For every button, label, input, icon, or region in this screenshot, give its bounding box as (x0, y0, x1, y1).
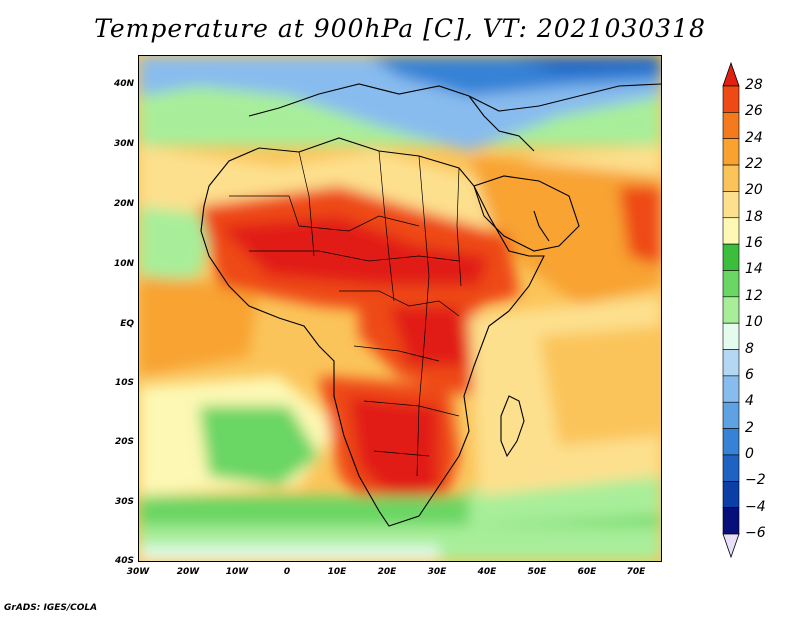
colorbar-box (722, 138, 740, 166)
temperature-field (139, 56, 661, 561)
colorbar-label: 26 (745, 103, 763, 120)
colorbar-box (722, 349, 740, 377)
colorbar-box (722, 428, 740, 456)
lat-label-20s: 20S (114, 437, 134, 447)
lon-label-20w: 20W (176, 567, 200, 577)
colorbar-box (722, 164, 740, 192)
lat-label-40s: 40S (114, 556, 134, 566)
colorbar-label: 20 (745, 182, 763, 199)
lon-label-60e: 60E (577, 567, 597, 577)
lon-label-70e: 70E (626, 567, 646, 577)
colorbar-label: 16 (745, 235, 763, 252)
lon-label-30w: 30W (126, 567, 150, 577)
lon-label-50e: 50E (527, 567, 547, 577)
colorbar-label: 2 (745, 419, 754, 436)
colorbar-label: 12 (745, 287, 763, 304)
lon-label-30e: 30E (427, 567, 447, 577)
colorbar-box (722, 112, 740, 140)
colorbar-top-arrow (722, 62, 740, 87)
lat-label-eq: EQ (120, 319, 134, 329)
lat-label-30n: 30N (113, 139, 134, 149)
colorbar-label: 22 (745, 156, 763, 173)
lat-label-20n: 20N (113, 199, 134, 209)
colorbar-label: 18 (745, 208, 763, 225)
colorbar-box (722, 507, 740, 535)
map-title: Temperature at 900hPa [C], VT: 202103031… (94, 14, 706, 43)
lon-label-10e: 10E (327, 567, 347, 577)
colorbar-bottom-arrow (722, 533, 740, 558)
temperature-map (138, 55, 662, 562)
colorbar-label: 10 (745, 314, 763, 331)
lon-label-10w: 10W (225, 567, 249, 577)
grads-credit: GrADS: IGES/COLA (4, 603, 98, 613)
colorbar-box (722, 375, 740, 403)
colorbar-box (722, 296, 740, 324)
colorbar-box (722, 322, 740, 350)
colorbar-label: 14 (745, 261, 763, 278)
colorbar-box (722, 243, 740, 271)
colorbar-box (722, 454, 740, 482)
lon-label-20e: 20E (377, 567, 397, 577)
colorbar (722, 62, 740, 558)
lat-label-30s: 30S (114, 497, 134, 507)
colorbar-label: −2 (745, 472, 766, 489)
colorbar-label: 8 (745, 340, 754, 357)
colorbar-label: −6 (745, 525, 766, 541)
lat-label-10s: 10S (114, 378, 134, 388)
colorbar-box (722, 270, 740, 298)
colorbar-box (722, 217, 740, 245)
colorbar-label: 24 (745, 129, 763, 146)
colorbar-label: 4 (745, 393, 754, 410)
colorbar-box (722, 401, 740, 429)
colorbar-label: 0 (745, 445, 754, 462)
lon-label-0: 0 (283, 567, 291, 577)
colorbar-label: 6 (745, 366, 754, 383)
lon-label-40e: 40E (477, 567, 497, 577)
colorbar-label: −4 (745, 498, 766, 515)
colorbar-box (722, 191, 740, 219)
lat-label-10n: 10N (113, 259, 134, 269)
lat-label-40n: 40N (113, 79, 134, 89)
colorbar-box (722, 85, 740, 113)
colorbar-box (722, 480, 740, 508)
colorbar-label: 28 (745, 77, 763, 93)
